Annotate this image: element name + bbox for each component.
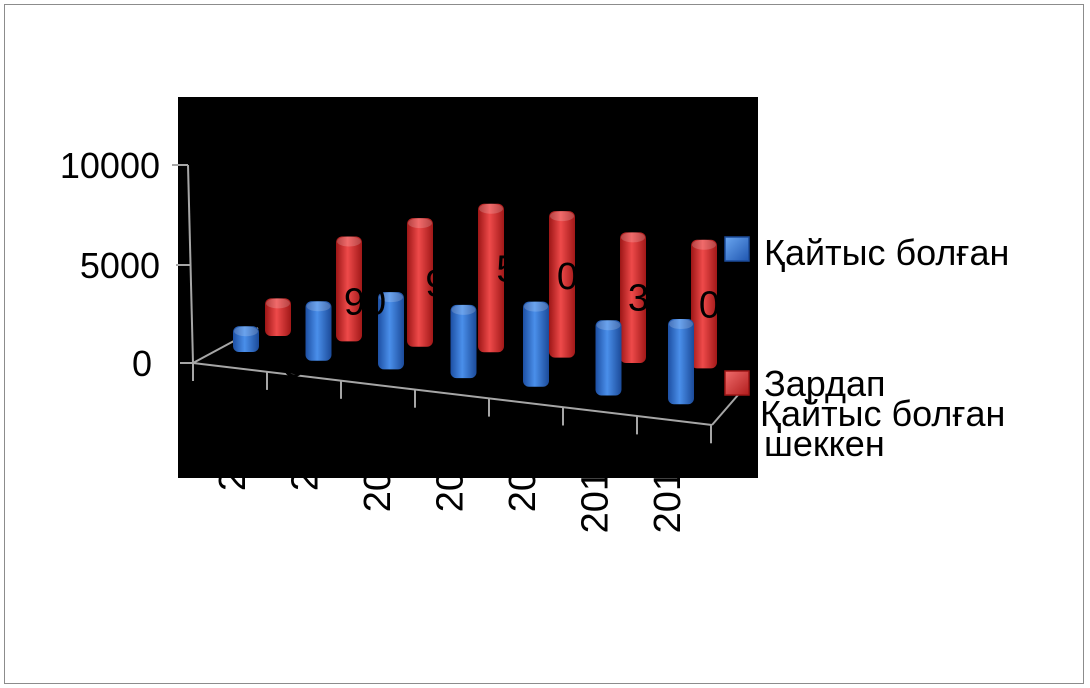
- legend: Қайтыс болған Зардап Қайтыс болған шекке…: [724, 232, 1009, 464]
- bar-series-0-6: [668, 319, 694, 405]
- legend-swatch-0: [724, 236, 750, 262]
- category-label-4: 20: [502, 470, 544, 512]
- category-label-3: 20: [430, 470, 472, 512]
- floor-front: [192, 362, 713, 426]
- y-tick-label-5000: 5000: [80, 245, 160, 286]
- data-labels: 5 90 9 5 08 38 04: [283, 249, 741, 386]
- data-label-5: 38: [628, 277, 670, 319]
- category-label-1: 2: [285, 470, 327, 491]
- legend-item-1: Зардап Қайтыс болған шеккен: [724, 363, 1005, 464]
- category-label-0: 2: [212, 470, 254, 491]
- category-label-2: 20: [357, 470, 399, 512]
- y-axis-line: [187, 164, 194, 364]
- bar-series-0-5: [595, 320, 622, 396]
- data-label-6: 04: [699, 285, 741, 327]
- axes: [172, 164, 739, 426]
- legend-label-0: Қайтыс болған: [764, 232, 1009, 273]
- bar-series-1-1: [336, 236, 362, 342]
- category-labels: 2 2 20 20 20 201 201: [212, 470, 689, 533]
- bar-series-0-3: [450, 304, 477, 379]
- data-label-1: 90: [344, 281, 386, 323]
- bar-series-1-3: [478, 203, 504, 353]
- data-label-2: 9: [425, 263, 446, 305]
- data-label-0: 5: [283, 343, 304, 385]
- legend-swatch-1: [724, 370, 750, 396]
- bar-series-1-6: [691, 239, 717, 369]
- legend-label-extra: Қайтыс болған: [760, 393, 1005, 434]
- data-label-4: 08: [557, 256, 599, 298]
- y-tick-label-0: 0: [132, 343, 152, 384]
- legend-label-1b: шеккен: [764, 423, 885, 464]
- bar-series-0-2: [378, 292, 404, 370]
- bar-series-1-2: [407, 218, 433, 347]
- x-ticks: [192, 363, 712, 444]
- floor-right: [711, 394, 739, 426]
- category-label-6: 201: [647, 470, 689, 533]
- category-label-5: 201: [575, 470, 617, 533]
- data-label-3: 5: [496, 249, 517, 291]
- bar-series-0-0: [233, 326, 259, 352]
- bar-series-1-4: [549, 211, 575, 358]
- y-tick-label-10000: 10000: [60, 145, 160, 186]
- bar-series-1-5: [620, 232, 646, 363]
- bar-series-0-4: [523, 301, 549, 387]
- plot-area: [178, 97, 758, 478]
- bar-series-1-0: [265, 298, 291, 336]
- bar-series-0-1: [305, 301, 332, 361]
- bars: [233, 203, 717, 405]
- legend-item-0: Қайтыс болған: [724, 232, 1009, 273]
- y-tick-labels: 10000 5000 0: [60, 145, 160, 384]
- legend-label-1a: Зардап: [764, 363, 885, 404]
